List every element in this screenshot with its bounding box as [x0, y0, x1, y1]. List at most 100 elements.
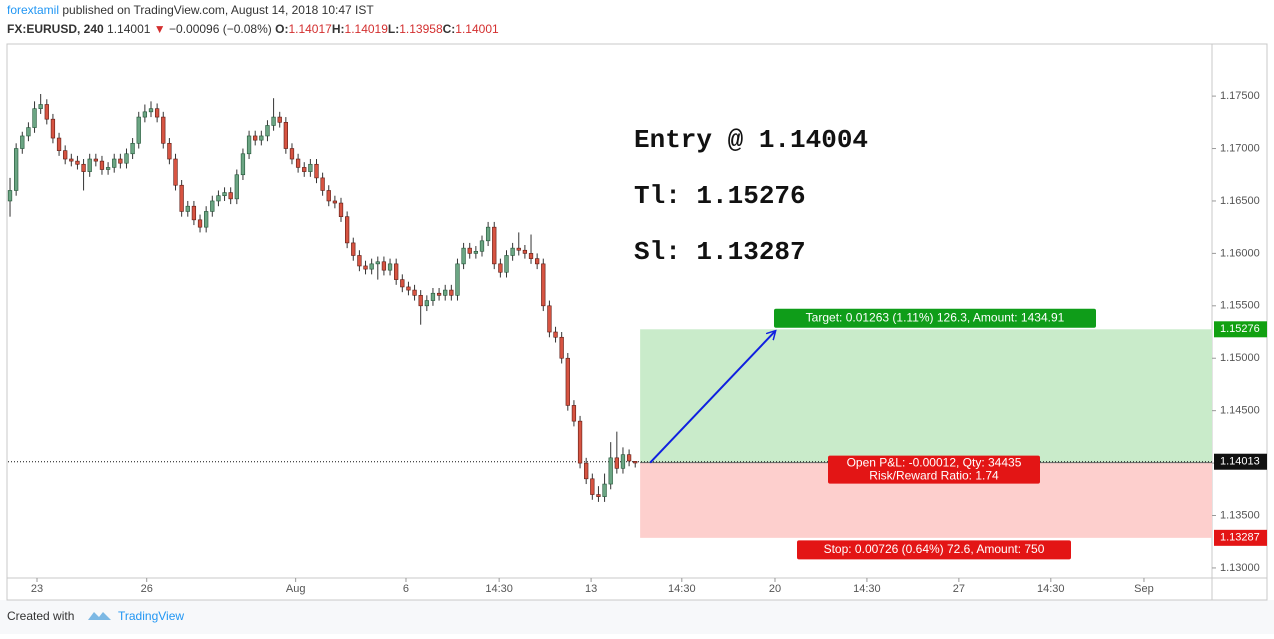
pnl-label: Risk/Reward Ratio: 1.74 — [869, 468, 999, 482]
candle-body — [326, 190, 331, 202]
candle-body — [559, 336, 564, 359]
candle-body — [338, 202, 344, 217]
ohlc-key: C: — [443, 22, 456, 36]
candle-body — [449, 289, 454, 296]
symbol-legend: FX:EURUSD, 240 1.14001 ▼ −0.00096 (−0.08… — [7, 22, 499, 36]
x-tick-label: 27 — [953, 583, 965, 595]
candle-body — [369, 263, 374, 270]
candle-body — [148, 108, 154, 113]
ohlc-value: 1.14001 — [455, 22, 499, 36]
author[interactable]: forextamil — [7, 3, 59, 17]
annotation: Tl: 1.15276 — [634, 181, 806, 211]
candle-body — [20, 135, 25, 149]
candle-body — [553, 331, 558, 338]
annotation: Sl: 1.13287 — [634, 237, 806, 267]
price-marker-label: 1.13287 — [1220, 532, 1260, 544]
candle-body — [473, 250, 478, 254]
candle-body — [412, 289, 417, 296]
candle-body — [590, 478, 595, 495]
candle-body — [271, 116, 276, 126]
y-tick-label: 1.14500 — [1220, 405, 1260, 417]
candle-body — [332, 200, 338, 204]
ohlc-key: O: — [275, 22, 288, 36]
candle-body — [253, 135, 258, 141]
candle-body — [210, 200, 215, 212]
x-tick-label: 14:30 — [1037, 583, 1065, 595]
candle-body — [424, 300, 429, 307]
candle-body — [246, 135, 252, 155]
candle-body — [620, 454, 626, 469]
pnl-label: Open P&L: -0.00012, Qty: 34435 — [847, 455, 1022, 469]
y-tick-label: 1.17500 — [1220, 90, 1260, 102]
candle-body — [216, 195, 221, 202]
x-tick-label: Sep — [1134, 583, 1154, 595]
candle-body — [455, 263, 460, 296]
candle-body — [351, 242, 356, 256]
stop-label: Stop: 0.00726 (0.64%) 72.6, Amount: 750 — [824, 542, 1045, 556]
candle-body — [308, 163, 313, 172]
candle-body — [44, 104, 49, 120]
stop-label-box — [797, 540, 1071, 560]
change: −0.00096 (−0.08%) — [169, 22, 272, 36]
candle-body — [87, 158, 92, 172]
logo — [88, 612, 111, 620]
candle-body — [614, 457, 619, 469]
candle-body — [565, 357, 570, 406]
candle-body — [387, 263, 393, 271]
x-tick-label: 20 — [769, 583, 781, 595]
candle-body — [381, 261, 387, 271]
header-line: forextamil published on TradingView.com,… — [7, 3, 374, 17]
candle-body — [535, 258, 540, 265]
candle-body — [63, 150, 68, 160]
candle-body — [259, 135, 264, 141]
candle-body — [124, 153, 129, 164]
candle-body — [93, 158, 98, 162]
y-tick-label: 1.16000 — [1220, 247, 1260, 259]
candle-body — [498, 263, 503, 273]
change-arrow: ▼ — [154, 22, 166, 36]
candle-body — [406, 286, 411, 291]
candle-body — [479, 240, 485, 252]
candle-body — [179, 184, 184, 212]
candle-body — [314, 163, 319, 179]
candle-body — [277, 116, 282, 123]
candle-body — [56, 137, 62, 151]
ohlc-key: H: — [332, 22, 345, 36]
symbol: FX:EURUSD, 240 — [7, 22, 104, 36]
candle-body — [38, 104, 43, 109]
candle-body — [577, 420, 583, 464]
candle-body — [357, 255, 362, 267]
footer-brand[interactable]: TradingView — [118, 609, 184, 623]
candle-body — [626, 454, 632, 462]
candle-body — [302, 167, 307, 172]
candle-body — [345, 216, 350, 244]
candle-body — [375, 261, 380, 265]
candle-body — [541, 263, 546, 307]
candle-body — [222, 192, 227, 197]
target-label-box — [774, 308, 1096, 328]
ohlc-value: 1.14017 — [288, 22, 332, 36]
candle-body — [185, 205, 190, 212]
candle-body — [400, 279, 405, 288]
candle-body — [130, 142, 135, 155]
price-marker — [1214, 321, 1267, 338]
x-tick-label: 14:30 — [853, 583, 881, 595]
candle-body — [283, 122, 288, 149]
y-tick-label: 1.13500 — [1220, 509, 1260, 521]
footer-bg — [0, 600, 1274, 634]
y-tick-label: 1.15000 — [1220, 352, 1260, 364]
target-arrow — [649, 331, 775, 464]
candle-body — [295, 158, 301, 168]
candle-body — [547, 305, 552, 333]
candle-body — [7, 190, 13, 202]
ohlc-value: 1.13958 — [399, 22, 443, 36]
pnl-label-box — [828, 455, 1040, 484]
candle-body — [240, 153, 246, 176]
y-tick-label: 1.13000 — [1220, 562, 1260, 574]
candle-body — [161, 116, 166, 144]
candle-body — [516, 247, 521, 251]
price-marker-label: 1.14013 — [1220, 456, 1260, 468]
candle-body — [394, 263, 399, 280]
